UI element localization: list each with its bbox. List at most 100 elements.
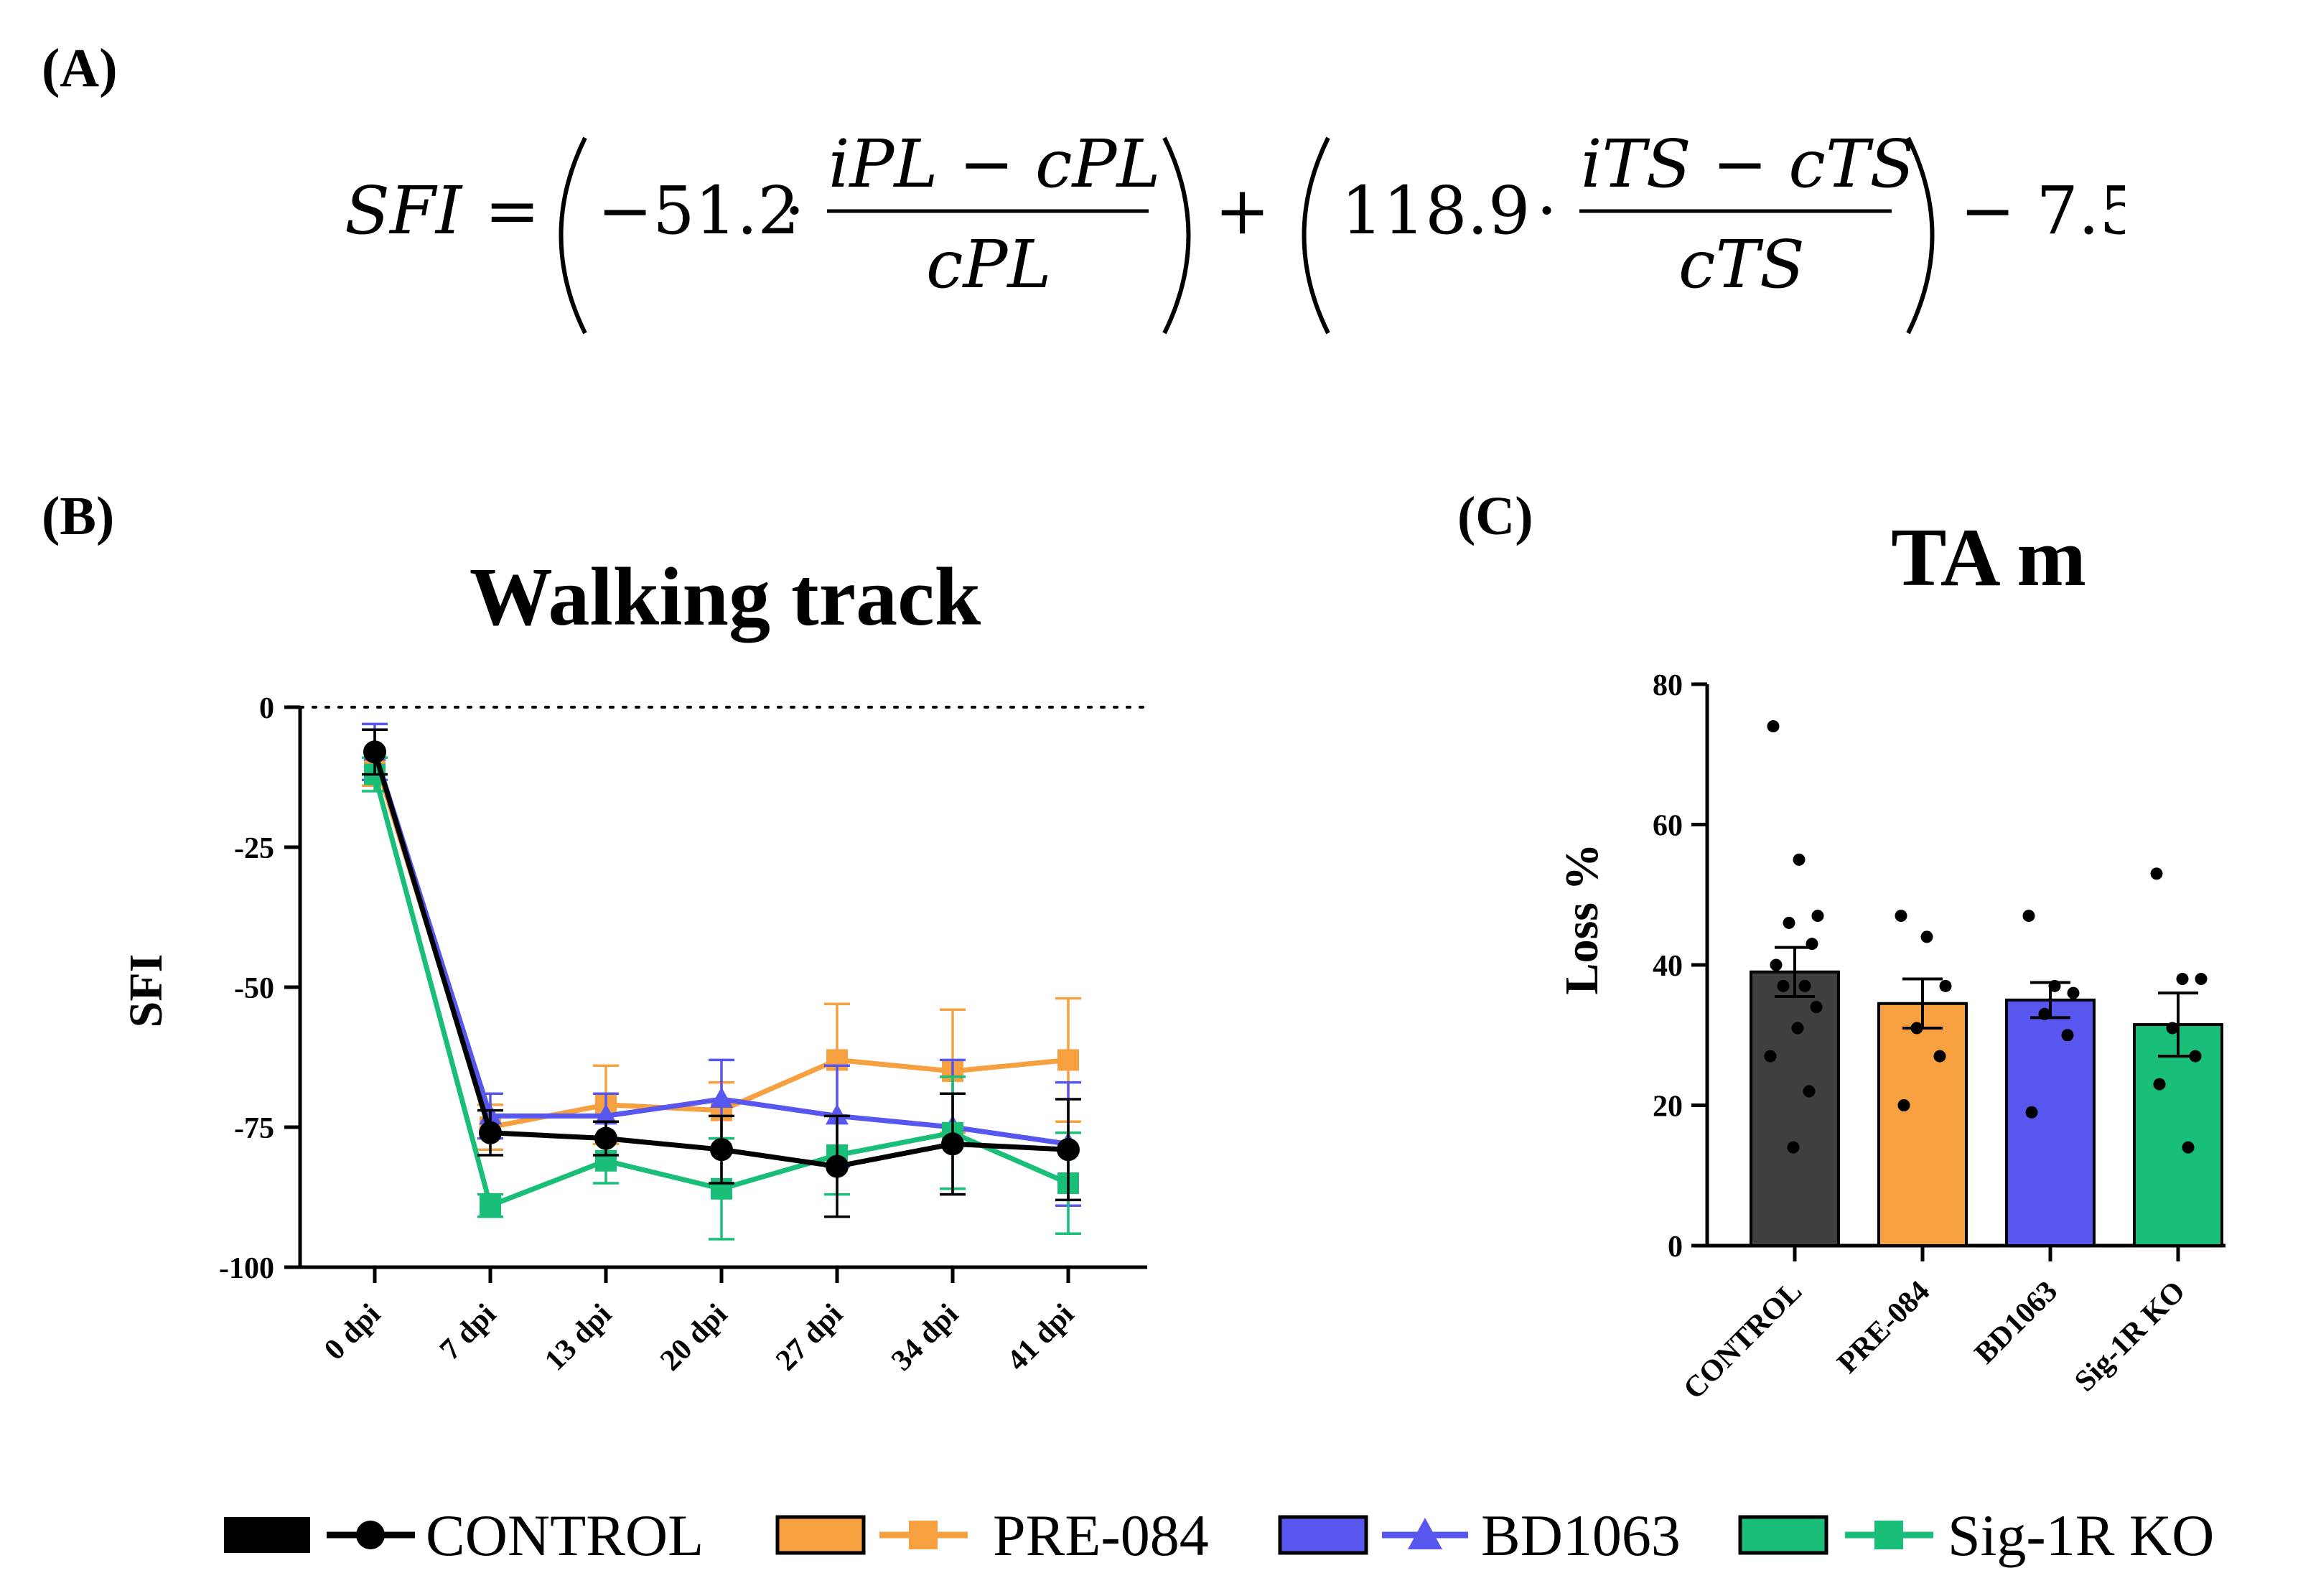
formula-tail: − 7.5 [1960,172,2125,249]
bar-chart-y-tick-label: 80 [1653,669,1683,702]
legend-marker-control [356,1521,385,1549]
formula-dot-2: · [1536,172,1557,249]
bar-chart-y-tick-label: 60 [1653,810,1683,843]
formula-coef-1: −51.2 [597,172,800,249]
formula-numerator-1: iPL − cPL [828,126,1161,202]
individual-point-control [1783,916,1795,929]
formula-numerator-2: iTS − cTS [1581,126,1915,202]
bar-chart-y-tick-label: 0 [1668,1231,1683,1264]
line-chart-title: Walking track [470,551,981,643]
legend-marker-bd1063 [1408,1518,1442,1549]
individual-point-control [1793,853,1806,866]
bar-control [1750,970,1840,1248]
bar-chart-x-tick-label: CONTROL [1677,1275,1808,1406]
bar-chart-x-tick-label: Sig-1R KO [2068,1275,2192,1399]
line-chart-x-tick-label: 41 dpi [1001,1297,1080,1377]
individual-point-pre-084 [1897,1099,1910,1111]
individual-point-control [1803,1085,1816,1098]
individual-point-control [1806,938,1818,951]
individual-point-sig-1r-ko [2189,1050,2202,1063]
legend: CONTROL PRE-084 BD1063 Sig-1R KO [224,1503,2214,1568]
bar-sig-1r-ko [2133,1023,2223,1248]
individual-point-control [1791,1022,1804,1035]
formula-lhs: SFI [345,172,463,249]
individual-point-pre-084 [1895,910,1907,923]
line-chart-x-tick-label: 0 dpi [318,1297,387,1366]
legend-item-bd1063: BD1063 [1278,1503,1681,1568]
line-chart-y-tick-label: -75 [234,1112,274,1145]
individual-point-sig-1r-ko [2182,1141,2195,1154]
individual-point-control [1767,720,1780,733]
walking-track-chart: Walking track SFI 0 -25 -50 -75 -100 0 dpi 7 d… [120,551,1149,1377]
formula-coef-2: 118.9 [1341,172,1530,249]
bar-chart-title: TA m [1891,517,2086,604]
individual-point-control [1787,1141,1800,1154]
legend-label-pre084: PRE-084 [993,1503,1209,1568]
individual-point-sig-1r-ko [2195,973,2208,986]
individual-point-bd1063 [2067,986,2080,999]
individual-point-pre-084 [1910,1022,1923,1035]
individual-point-control [1777,979,1790,992]
individual-point-control [1764,1050,1777,1063]
formula-denominator-1: cPL [926,226,1052,303]
line-chart-x-tick-label: 13 dpi [538,1297,618,1377]
individual-point-control [1811,910,1824,923]
legend-swatch-pre084 [775,1515,866,1555]
formula-dot-1: · [784,172,805,249]
data-point-control [826,1154,849,1178]
data-point-bd1063 [710,1087,733,1108]
line-chart-x-tick-label: 27 dpi [770,1297,849,1377]
data-point-control [1057,1138,1080,1162]
individual-point-bd1063 [2061,1029,2074,1042]
legend-swatch-bd1063 [1278,1515,1368,1555]
data-point-control [594,1126,617,1150]
formula-equals: = [485,172,540,249]
line-chart-y-label: SFI [120,954,172,1028]
formula-paren-left-2 [1302,136,1330,335]
panel-label-a: (A) [42,38,118,98]
bar-chart-y-label: Loss % [1556,844,1608,995]
series-control [362,728,1081,1218]
legend-label-bd1063: BD1063 [1481,1503,1681,1568]
bar-chart-x-tick-label: PRE-084 [1831,1275,1936,1380]
individual-point-sig-1r-ko [2153,1078,2166,1091]
data-point-control [363,740,386,764]
data-point-control [710,1138,733,1162]
legend-item-sig1rko: Sig-1R KO [1738,1503,2214,1568]
data-point-bd1063 [826,1103,849,1125]
formula-paren-right-2 [1906,136,1935,335]
formula-paren-right-1 [1162,136,1191,335]
legend-item-pre084: PRE-084 [775,1503,1209,1568]
line-chart-y-tick-label: -25 [234,832,274,865]
line-chart-y-tick-label: 0 [259,692,274,725]
line-chart-y-tick-label: -100 [219,1252,274,1285]
individual-point-control [1770,958,1783,971]
sfi-formula: SFI = −51.2 · iPL − cPL cPL + 118.9 · iT… [345,126,2125,335]
individual-point-sig-1r-ko [2176,973,2189,986]
individual-point-pre-084 [1939,979,1952,992]
line-chart-x-tick-label: 34 dpi [885,1297,965,1377]
bar-chart-y-tick-label: 40 [1653,950,1683,983]
individual-point-bd1063 [2022,910,2035,923]
legend-marker-pre084 [909,1521,938,1549]
legend-marker-sig1rko [1874,1521,1903,1549]
panel-label-b: (B) [42,486,115,546]
individual-point-pre-084 [1933,1050,1946,1063]
ta-m-bar-chart: TA m Loss % 0 20 40 60 80 CONTROL PRE-084 BD106… [1556,517,2225,1406]
formula-paren-left-1 [559,136,587,335]
data-point-bd1063 [594,1103,617,1125]
legend-swatch-control [224,1517,310,1553]
data-point-pre-084 [1057,1049,1079,1071]
legend-label-sig1rko: Sig-1R KO [1948,1503,2214,1568]
bar-chart-x-tick-label: BD1063 [1968,1275,2064,1371]
legend-swatch-sig1rko [1738,1515,1828,1555]
individual-point-control [1798,979,1811,992]
line-chart-x-tick-label: 7 dpi [434,1297,503,1366]
line-chart-y-tick-label: -50 [234,972,274,1005]
individual-point-sig-1r-ko [2166,1022,2179,1035]
data-point-sig-1r-ko [480,1195,501,1217]
legend-item-control: CONTROL [224,1503,704,1568]
data-point-control [941,1132,964,1156]
individual-point-pre-084 [1920,930,1933,943]
formula-plus: + [1215,172,1270,249]
